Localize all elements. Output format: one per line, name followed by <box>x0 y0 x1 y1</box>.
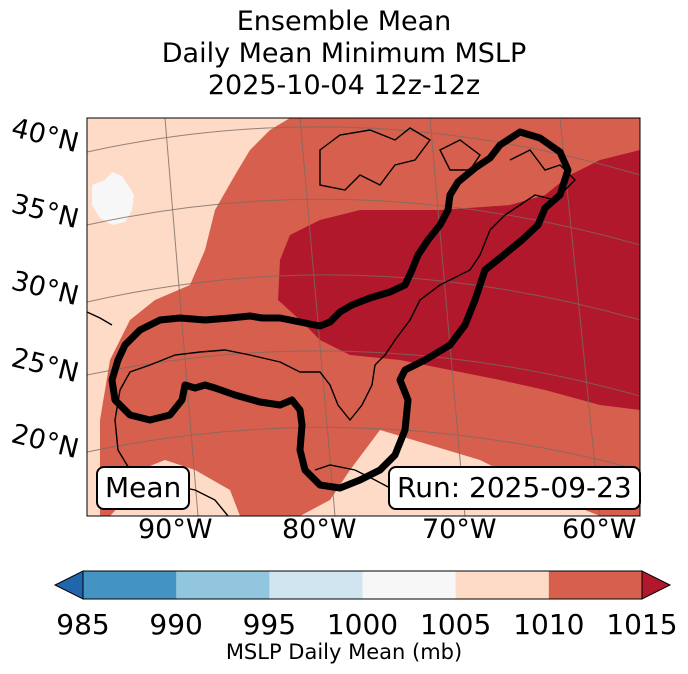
title-line-1: Ensemble Mean <box>236 6 452 37</box>
region-1000-1005 <box>92 172 134 225</box>
colorbar-segment <box>455 571 550 599</box>
colorbar-segment <box>548 571 643 599</box>
colorbar-frame <box>82 570 643 600</box>
region-above-1015 <box>278 150 640 410</box>
colorbar-extend-low <box>53 570 84 600</box>
colorbar-tick-label: 1000 <box>326 608 399 641</box>
coastlines <box>87 127 576 516</box>
colorbar-segment <box>83 571 177 599</box>
title-line-2: Daily Mean Minimum MSLP <box>161 38 527 69</box>
colorbar-segment <box>176 571 270 599</box>
run-label: Run: 2025-09-23 <box>388 466 641 510</box>
pressure-field <box>87 118 640 516</box>
colorbar-segment <box>362 571 457 599</box>
graticule <box>87 118 640 516</box>
colorbar-extend-high <box>641 570 672 600</box>
colorbar-tick-label: 995 <box>242 608 297 641</box>
colorbar-tick-label: 1005 <box>420 608 492 641</box>
lon-label-70: 70°W <box>422 514 497 545</box>
lon-label-80: 80°W <box>282 514 357 545</box>
lon-label-90: 90°W <box>138 514 213 545</box>
colorbar-tick-label: 1015 <box>606 608 678 641</box>
colorbar-segment <box>269 571 363 599</box>
mean-label: Mean <box>96 466 191 510</box>
ensemble-outline <box>108 128 572 492</box>
colorbar-tick-label: 985 <box>56 608 110 641</box>
colorbar-tick-label: 1010 <box>513 608 585 641</box>
map-frame <box>86 117 641 517</box>
lon-label-60: 60°W <box>562 514 637 545</box>
colorbar-label: MSLP Daily Mean (mb) <box>225 640 463 664</box>
colorbar-tick-label: 990 <box>149 608 203 641</box>
title-line-3: 2025-10-04 12z-12z <box>207 70 481 101</box>
